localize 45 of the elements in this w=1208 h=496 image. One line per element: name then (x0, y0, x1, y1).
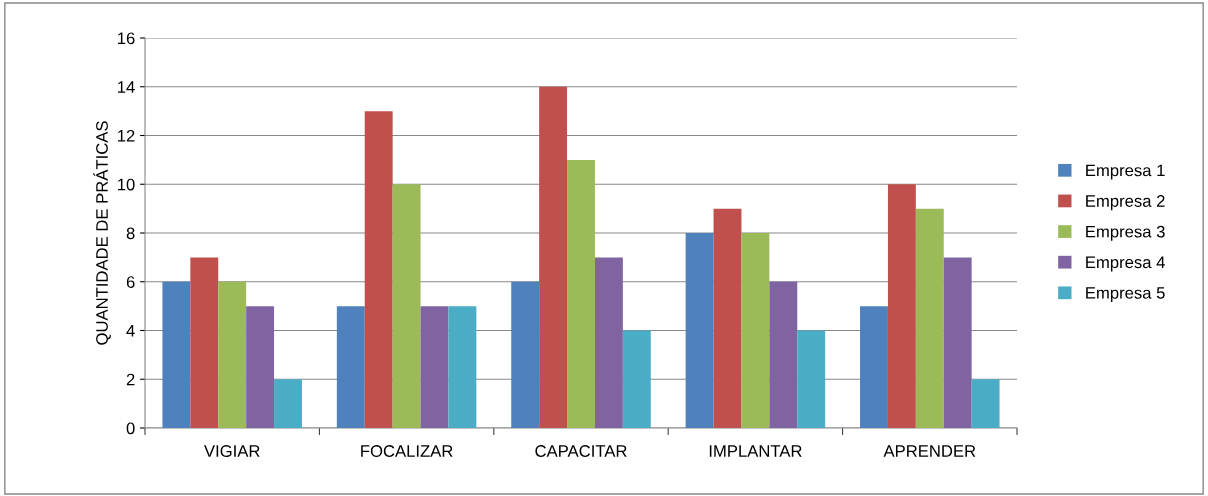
bar (274, 379, 302, 428)
bar (246, 306, 275, 428)
y-axis-title: QUANTIDADE DE PRÁTICAS (93, 121, 111, 345)
bar (364, 111, 393, 428)
bar (392, 184, 421, 428)
bar (741, 233, 770, 428)
y-tick-label: 6 (126, 276, 135, 288)
legend-label: Empresa 3 (1086, 225, 1165, 241)
legend-label: Empresa 4 (1086, 256, 1165, 272)
bar (336, 306, 365, 428)
bar (797, 330, 826, 428)
bar (943, 257, 972, 428)
bar (162, 281, 191, 428)
bar (539, 86, 568, 428)
legend-label: Empresa 5 (1086, 287, 1165, 303)
y-tick-label: 2 (126, 373, 135, 386)
bar (218, 281, 247, 428)
x-tick-label: VIGIAR (204, 445, 260, 457)
x-tick-label: APRENDER (883, 445, 976, 457)
bar (190, 257, 219, 428)
bar (567, 159, 595, 428)
bar (915, 208, 944, 428)
y-tick-label: 10 (118, 178, 135, 191)
x-tick-label: CAPACITAR (535, 445, 627, 457)
y-tick-label: 0 (126, 422, 135, 435)
bar (769, 281, 798, 428)
bar (448, 306, 477, 428)
bar (420, 306, 449, 428)
bar (860, 306, 888, 428)
x-tick-label: FOCALIZAR (361, 445, 453, 457)
bar (511, 281, 540, 428)
bar (971, 379, 1000, 428)
y-tick-label: 12 (118, 129, 135, 142)
legend-label: Empresa 1 (1086, 164, 1165, 180)
bar (887, 184, 916, 428)
y-tick-label: 8 (126, 227, 135, 240)
bar (713, 208, 742, 428)
y-tick-label: 4 (126, 325, 135, 337)
x-tick-label: IMPLANTAR (709, 445, 802, 457)
bar (622, 330, 651, 428)
legend-label: Empresa 2 (1086, 195, 1165, 211)
y-tick-label: 16 (118, 32, 135, 45)
bar (594, 257, 623, 428)
y-tick-label: 14 (118, 81, 135, 93)
bar (685, 233, 714, 428)
